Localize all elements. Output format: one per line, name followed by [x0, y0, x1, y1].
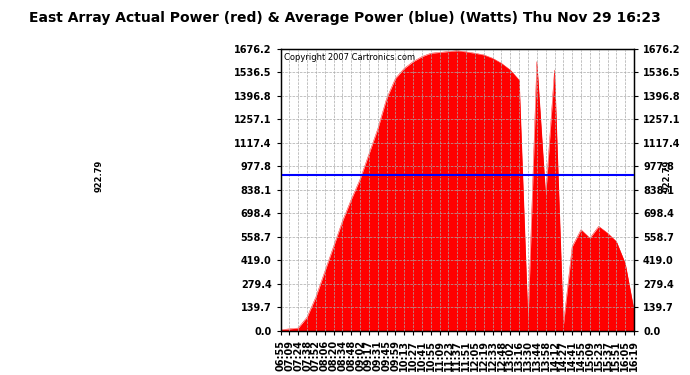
Text: Copyright 2007 Cartronics.com: Copyright 2007 Cartronics.com [284, 53, 415, 62]
Text: East Array Actual Power (red) & Average Power (blue) (Watts) Thu Nov 29 16:23: East Array Actual Power (red) & Average … [29, 11, 661, 25]
Text: 922.79: 922.79 [95, 159, 103, 192]
Text: 922.79: 922.79 [662, 159, 671, 192]
